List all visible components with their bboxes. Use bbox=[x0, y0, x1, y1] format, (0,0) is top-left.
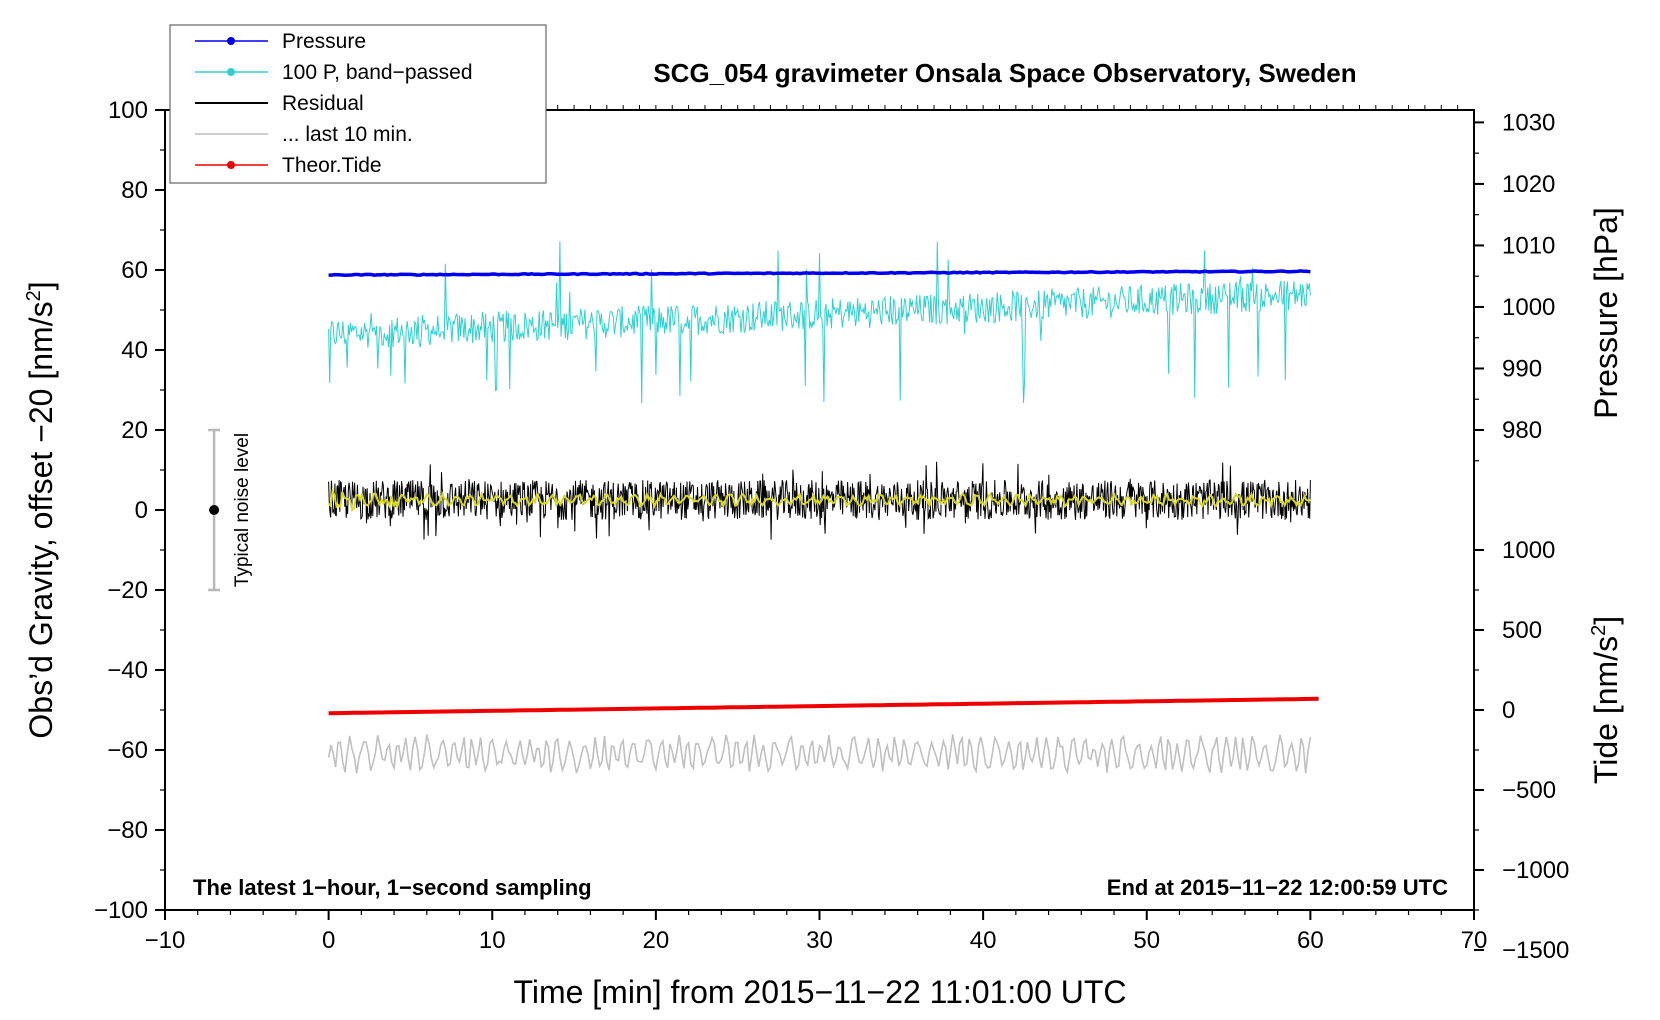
y-axis-tide: 1000 500 0 −500 −1000 −1500 bbox=[1474, 537, 1569, 964]
series-line-tide bbox=[328, 696, 1319, 716]
tide-tick-label: −1500 bbox=[1502, 937, 1569, 964]
y-left-tick-label: 60 bbox=[121, 257, 148, 284]
y-axis-left-title-sup: 2 bbox=[23, 290, 45, 301]
pressure-tick-label: 1010 bbox=[1502, 232, 1555, 259]
x-axis-title: Time [min] from 2015−11−22 11:01:00 UTC bbox=[513, 974, 1126, 1010]
noise-bar-center-dot bbox=[209, 505, 220, 515]
series-line-residual bbox=[328, 461, 1311, 540]
y-axis-left: 100 80 60 40 20 0 −20 −40 −60 −80 −100 bbox=[94, 97, 165, 924]
legend-label: Theor.Tide bbox=[282, 154, 382, 177]
y-axis-pressure: 980 990 1000 1010 1020 1030 bbox=[1474, 109, 1555, 462]
pressure-tick-label: 990 bbox=[1502, 355, 1542, 382]
x-tick-label: −10 bbox=[145, 927, 186, 954]
left-note: The latest 1−hour, 1−second sampling bbox=[193, 875, 592, 900]
tide-tick-label: 500 bbox=[1502, 617, 1542, 644]
noise-bar-label: Typical noise level bbox=[232, 433, 253, 587]
noise-bar: Typical noise level bbox=[208, 428, 253, 592]
y-left-tick-label: 100 bbox=[108, 97, 148, 124]
x-tick-label: 10 bbox=[479, 927, 506, 954]
y-left-tick-label: −20 bbox=[107, 577, 148, 604]
y-left-tick-label: −80 bbox=[107, 817, 148, 844]
tide-tick-label: −500 bbox=[1502, 777, 1556, 804]
legend-swatch-marker bbox=[227, 161, 235, 169]
y-axis-left-title-end: ] bbox=[23, 281, 59, 290]
y-left-tick-label: 40 bbox=[121, 337, 148, 364]
legend: Pressure 100 P, band−passed Residual ... la… bbox=[169, 24, 547, 184]
series-line-pressure bbox=[328, 269, 1311, 278]
y-axis-tide-title: Tide [nm/s2] bbox=[1588, 616, 1624, 784]
legend-swatch-marker bbox=[227, 68, 235, 76]
plot-area: Typical noise level bbox=[208, 241, 1319, 775]
y-left-tick-label: −60 bbox=[107, 737, 148, 764]
y-axis-tide-title-main: Tide [nm/s bbox=[1588, 636, 1624, 784]
y-axis-tide-title-end: ] bbox=[1588, 616, 1624, 625]
chart-title: SCG_054 gravimeter Onsala Space Observat… bbox=[653, 58, 1356, 88]
tide-tick-label: 0 bbox=[1502, 697, 1515, 724]
x-tick-label: 60 bbox=[1297, 927, 1324, 954]
legend-label: Pressure bbox=[282, 30, 366, 53]
legend-label: 100 P, band−passed bbox=[282, 61, 473, 84]
legend-label: ... last 10 min. bbox=[282, 123, 413, 146]
y-axis-left-title-main: Obs’d Gravity, offset −20 [nm/s bbox=[23, 301, 59, 738]
right-note: End at 2015−11−22 12:00:59 UTC bbox=[1107, 875, 1448, 900]
pressure-tick-label: 1000 bbox=[1502, 294, 1555, 321]
y-left-tick-label: 0 bbox=[135, 497, 148, 524]
pressure-tick-label: 1020 bbox=[1502, 171, 1555, 198]
x-tick-label: 0 bbox=[322, 927, 335, 954]
pressure-tick-label: 980 bbox=[1502, 417, 1542, 444]
y-axis-pressure-title: Pressure [hPa] bbox=[1588, 207, 1624, 419]
x-tick-label: 40 bbox=[970, 927, 997, 954]
x-axis: −10 0 10 20 30 40 50 60 70 bbox=[145, 105, 1487, 954]
tide-tick-label: −1000 bbox=[1502, 857, 1569, 884]
y-axis-tide-title-sup: 2 bbox=[1588, 625, 1610, 636]
y-left-tick-label: −100 bbox=[94, 897, 148, 924]
x-tick-label: 30 bbox=[806, 927, 833, 954]
series-line-bandpassed bbox=[328, 241, 1311, 404]
y-left-tick-label: 20 bbox=[121, 417, 148, 444]
legend-swatch-marker bbox=[227, 37, 235, 45]
pressure-tick-label: 1030 bbox=[1502, 109, 1555, 136]
tide-tick-label: 1000 bbox=[1502, 537, 1555, 564]
y-left-tick-label: −40 bbox=[107, 657, 148, 684]
series-line-last10min bbox=[327, 734, 1312, 775]
series-line-smoothed-residual bbox=[328, 486, 1311, 512]
y-left-tick-label: 80 bbox=[121, 177, 148, 204]
x-tick-label: 20 bbox=[643, 927, 670, 954]
y-axis-left-title: Obs’d Gravity, offset −20 [nm/s2] bbox=[23, 281, 59, 738]
legend-label: Residual bbox=[282, 92, 364, 115]
x-tick-label: 50 bbox=[1133, 927, 1160, 954]
